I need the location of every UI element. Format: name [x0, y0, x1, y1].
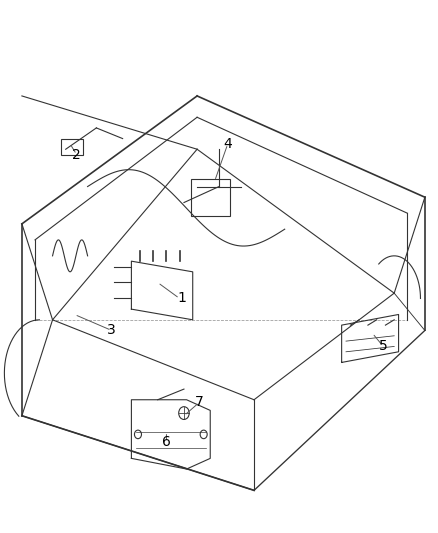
Bar [61, 139, 83, 155]
Text: 1: 1 [177, 292, 186, 305]
Text: 5: 5 [379, 340, 388, 353]
Text: 3: 3 [107, 324, 116, 337]
Text: 2: 2 [72, 148, 81, 161]
Text: 7: 7 [195, 395, 204, 409]
Text: 6: 6 [162, 435, 171, 449]
Text: 4: 4 [223, 137, 232, 151]
